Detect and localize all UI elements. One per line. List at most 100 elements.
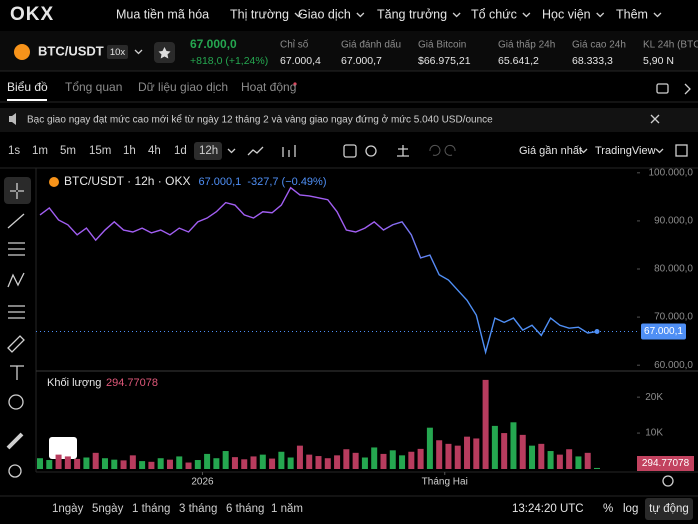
range-button[interactable]: 6 tháng [226,503,264,515]
volume-bar [185,462,192,469]
crosshair-tool[interactable] [4,177,31,204]
volume-bar [222,451,229,469]
range-button[interactable]: 5ngày [92,503,124,515]
stat-value: $66.975,21 [418,55,471,67]
volume-bar [575,456,582,469]
last-price-label: 67.000,1 [644,326,683,337]
interval[interactable]: 1s [8,145,20,157]
emoji-tool[interactable] [8,394,24,410]
volume-bar [231,457,238,469]
nav-item[interactable]: Học viện [542,7,591,21]
coin-icon [49,177,59,187]
volume-bar [482,379,489,469]
pair[interactable]: BTC/USDT [38,43,104,58]
fullscreen-icon[interactable] [675,144,688,157]
chevron [655,148,664,154]
tab[interactable]: Tổng quan [65,80,122,94]
auto-toggle[interactable]: tự động [649,503,689,515]
interval[interactable]: 4h [148,145,161,157]
volume-bar [399,455,406,469]
banner-text[interactable]: Bạc giao ngay đạt mức cao mới kể từ ngày… [27,114,493,126]
leverage: 10x [110,47,126,58]
tab[interactable]: Dữ liệu giao dịch [138,80,228,94]
trendline-tool[interactable] [7,213,25,229]
volume-bar [148,461,155,469]
layout-icon[interactable] [656,83,669,94]
volume-bar [278,451,285,469]
volume-bar [556,454,563,469]
stat-value: 5,90 N [643,55,674,67]
volume-bar [269,458,276,469]
nav-item[interactable]: Mua tiền mã hóa [116,7,209,21]
undo-redo-icon[interactable] [429,144,456,156]
banner-bg [0,108,698,132]
percent-toggle[interactable]: % [603,503,613,515]
axis-settings-icon[interactable] [662,475,674,487]
nav-item[interactable]: Thêm [616,7,648,21]
range-button[interactable]: 1 năm [271,503,303,515]
volume-bar [454,445,461,469]
range-button[interactable]: 3 tháng [179,503,217,515]
stat-value: 67.000,7 [341,55,382,67]
nav-item[interactable]: Giao dịch [298,7,351,21]
volume-bar [426,427,433,469]
range-button[interactable]: 1 tháng [132,503,170,515]
more-icon[interactable] [684,83,691,95]
scale-icon[interactable] [397,145,409,157]
volume-bar [194,460,201,469]
stat-label: Chỉ số [280,39,309,51]
nav-item[interactable]: Tổ chức [471,7,517,21]
indicator-icon[interactable] [282,145,296,157]
legend-change: -327,7 (−0.49%) [247,176,326,188]
pattern-tool[interactable] [7,272,25,288]
interval[interactable]: 1d [174,145,187,157]
y-tick-label: 20K [645,392,663,403]
nav-item[interactable]: Tăng trưởng [377,7,447,21]
volume-bar [324,458,331,469]
tab[interactable]: Biểu đồ [7,80,48,94]
nav-item[interactable]: Thị trường [230,7,289,21]
ruler-tool[interactable] [6,432,24,450]
volume-bar [139,461,146,469]
chart-view[interactable]: TradingView [595,145,656,157]
volume-bar [547,451,554,469]
line-type-icon[interactable] [247,146,264,156]
volume-bar [101,458,108,469]
interval[interactable]: 12h [199,145,218,157]
interval[interactable]: 15m [89,145,111,157]
volume-bar [166,459,173,469]
zoom-tool[interactable] [8,464,22,478]
logo: OKX [10,4,54,25]
fib-tool[interactable] [8,305,25,319]
volume-legend: Khối lượng [47,377,101,389]
volume-bar [213,458,220,469]
tool-icon[interactable] [343,144,357,158]
text-tool[interactable] [10,365,24,380]
volume-bar [129,455,136,469]
settings-icon[interactable] [365,145,377,157]
interval[interactable]: 5m [60,145,76,157]
chevron [356,12,365,18]
price-source[interactable]: Giá gần nhất [519,145,582,157]
range-button[interactable]: 1ngày [52,503,84,515]
lines-tool[interactable] [8,242,25,256]
volume-bar [491,425,498,469]
volume-bar [584,452,591,469]
active-tab-underline [7,99,47,101]
log-toggle[interactable]: log [623,503,638,515]
interval[interactable]: 1h [123,145,136,157]
close-icon[interactable] [650,114,660,124]
auto-scale-button[interactable] [645,498,693,520]
stat-label: KL 24h (BTC) [643,40,698,51]
volume-bar [204,453,211,469]
volume-bar [352,452,359,469]
volume-bar [529,445,536,469]
tab[interactable]: Hoạt động [241,80,296,94]
chevron [134,49,143,55]
volume-bar [408,451,415,469]
interval[interactable]: 1m [32,145,48,157]
chevron [227,148,236,154]
notification-dot [293,82,297,86]
brush-tool[interactable] [7,335,25,353]
